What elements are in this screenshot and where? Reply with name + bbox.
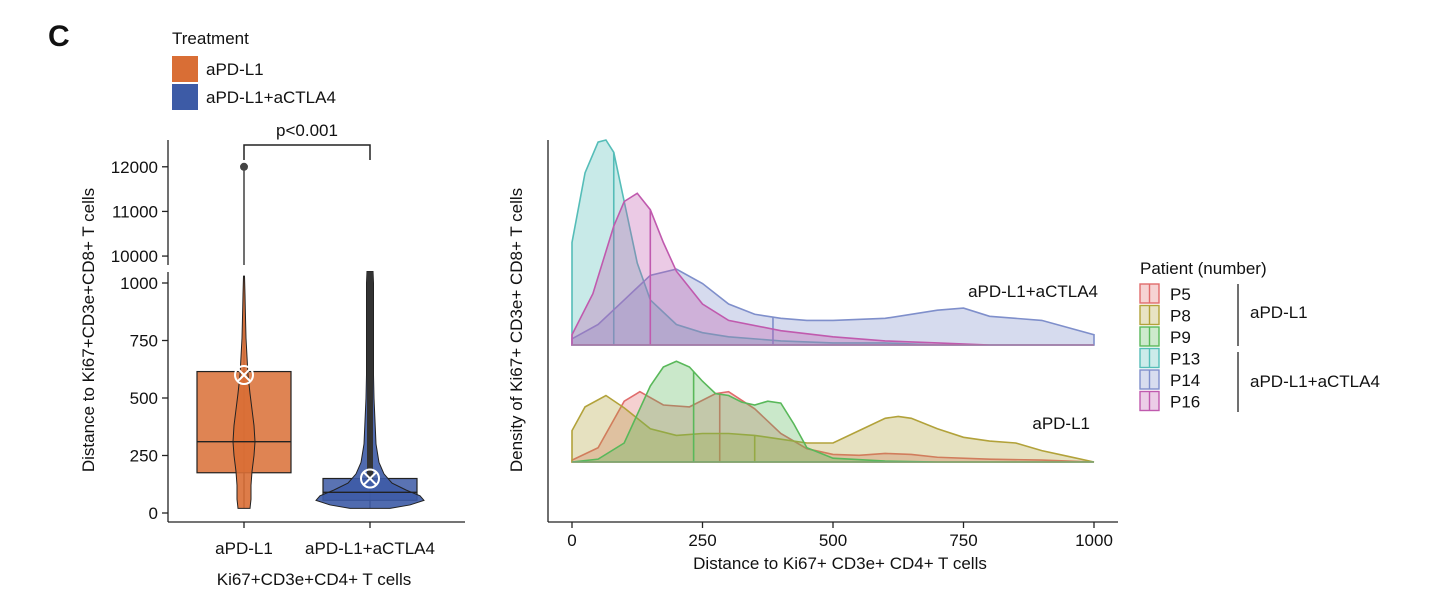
x-tick-label: 750 [949, 531, 977, 550]
legend-label: P9 [1170, 328, 1191, 347]
box-violin-chart: 10000 11000 12000 0 250 500 750 1000 aPD-L1 aPD… [79, 121, 465, 589]
legend-label: aPD-L1 [206, 60, 264, 79]
treatment-legend-title: Treatment [172, 29, 249, 48]
y-tick-label: 11000 [112, 202, 158, 221]
ridge-xlabel: Distance to Ki67+ CD3e+ CD4+ T cells [693, 554, 987, 573]
mean-marker-cross [363, 471, 377, 486]
x-tick-label: 500 [819, 531, 847, 550]
ridge-apdl1 [571, 360, 1095, 463]
outlier-point [240, 162, 248, 171]
ridge-ylabel: Density of Ki67+ CD3e+ CD8+ T cells [507, 188, 526, 472]
group-label: aPD-L1+aCTLA4 [1250, 372, 1380, 391]
y-tick-label: 250 [130, 447, 158, 466]
y-tick-label: 10000 [111, 247, 158, 266]
legend-label: aPD-L1+aCTLA4 [206, 88, 336, 107]
legend-label: P5 [1170, 285, 1191, 304]
outlier-column [367, 271, 373, 479]
box-group-apdl1 [196, 162, 292, 509]
x-tick-label: aPD-L1 [215, 539, 273, 558]
y-tick-label: 12000 [111, 158, 158, 177]
p-value-label: p<0.001 [276, 121, 338, 140]
x-tick-label: 250 [688, 531, 716, 550]
box-group-apdl1-actla4 [315, 271, 425, 509]
ridge-label-apdl1-actla4: aPD-L1+aCTLA4 [968, 282, 1098, 301]
y-tick-label: 500 [130, 389, 158, 408]
y-tick-label: 0 [149, 504, 158, 523]
significance-bracket: p<0.001 [243, 121, 371, 160]
ridgeline-chart: 0 250 500 750 1000 aPD-L1+aCTLA4 aPD-L1 Dista… [507, 139, 1118, 573]
x-tick-label: 1000 [1075, 531, 1113, 550]
ridge-label-apdl1: aPD-L1 [1032, 414, 1090, 433]
legend-label: P14 [1170, 371, 1200, 390]
legend-label: P16 [1170, 393, 1200, 412]
box-xlabel: Ki67+CD3e+CD4+ T cells [217, 570, 412, 589]
patient-legend: Patient (number) P5 P8 P9 P13 P14 P16 aPD-L1 aP… [1139, 259, 1380, 412]
x-tick-label: aPD-L1+aCTLA4 [305, 539, 435, 558]
y-tick-label: 1000 [120, 274, 158, 293]
mean-marker [360, 468, 380, 489]
legend-label: P13 [1170, 350, 1200, 369]
y-tick-label: 750 [130, 332, 158, 351]
density-p9 [571, 360, 1094, 463]
mean-marker [234, 365, 254, 385]
panel-label: C [48, 20, 70, 53]
box-ylabel: Distance to Ki67+CD3e+CD8+ T cells [79, 188, 98, 472]
legend-label: P8 [1170, 307, 1191, 326]
density-p14 [571, 268, 1095, 346]
legend-swatch [172, 56, 198, 82]
treatment-legend: Treatment aPD-L1 aPD-L1+aCTLA4 [172, 29, 336, 110]
legend-swatch [172, 84, 198, 110]
ridge-apdl1-actla4 [571, 139, 1095, 346]
group-label: aPD-L1 [1250, 303, 1308, 322]
mean-marker-cross [237, 368, 251, 382]
patient-legend-title: Patient (number) [1140, 259, 1267, 278]
x-tick-label: 0 [567, 531, 576, 550]
density-p5 [571, 390, 1095, 463]
density-p8 [571, 394, 1095, 463]
